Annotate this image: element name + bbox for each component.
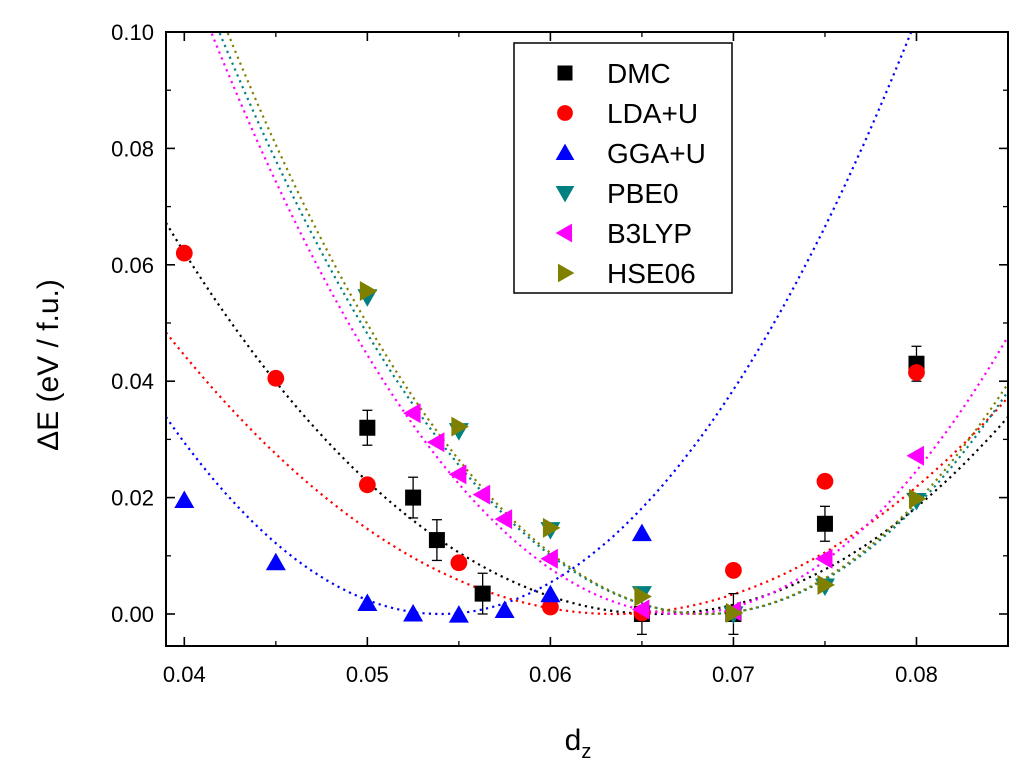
x-tick-label: 0.05	[346, 662, 389, 687]
legend-box	[513, 42, 733, 294]
lda-u-marker-0	[175, 244, 193, 262]
x-axis-title: dz	[565, 724, 592, 763]
legend-label-b3lyp: B3LYP	[607, 218, 692, 249]
b3lyp-marker-2	[448, 464, 467, 485]
lda-u-marker-2	[358, 476, 376, 494]
legend-lda-u-marker-0	[557, 105, 573, 121]
lda-u-marker-4	[541, 598, 559, 616]
legend-item-hse06: HSE06	[557, 258, 696, 289]
plot-frame	[165, 31, 1009, 647]
dmc-marker-1	[405, 489, 422, 506]
legend: DMC LDA+U GGA+U PBE0 B3LYP HSE06	[513, 42, 733, 294]
legend-item-dmc: DMC	[557, 58, 671, 89]
data-markers	[174, 244, 927, 624]
b3lyp-marker-3	[472, 484, 491, 505]
lda-u-marker-1	[267, 369, 285, 387]
x-tick-label: 0.04	[163, 662, 206, 687]
y-axis-title: ΔE (eV / f.u.)	[32, 279, 65, 451]
x-tick-label: 0.07	[712, 662, 755, 687]
b3lyp-marker-0	[403, 403, 421, 424]
gga-u-marker-3	[403, 603, 424, 622]
legend-label-hse06: HSE06	[607, 258, 696, 289]
legend-item-b3lyp: B3LYP	[555, 218, 692, 249]
hse06-marker-6	[908, 488, 927, 509]
legend-item-pbe0: PBE0	[555, 178, 679, 209]
gga-u-marker-2	[357, 593, 378, 612]
gga-u-marker-0	[174, 490, 195, 509]
hse06-marker-5	[817, 574, 835, 595]
lda-u-fit-curve	[166, 331, 1008, 616]
legend-dmc-marker-0	[557, 65, 573, 81]
gga-u-fit-curve	[166, 32, 913, 616]
dmc-fit-curve	[166, 222, 1008, 616]
b3lyp-marker-1	[426, 432, 445, 453]
gga-u-marker-7	[631, 523, 652, 542]
x-axis-title-subscript: z	[581, 741, 591, 763]
gga-u-marker-6	[540, 584, 561, 603]
dmc-marker-2	[428, 532, 445, 549]
y-tick-label: 0.00	[111, 602, 154, 627]
gga-u-marker-4	[448, 605, 469, 623]
lda-u-marker-8	[908, 364, 925, 381]
hse06-fit-curve	[226, 32, 1008, 616]
legend-gga-u-marker-0	[555, 143, 575, 161]
y-tick-label: 0.06	[111, 253, 154, 278]
fit-curves	[166, 32, 1008, 616]
gga-u-marker-1	[265, 552, 286, 571]
b3lyp-marker-4	[494, 509, 513, 530]
b3lyp-marker-6	[631, 599, 650, 620]
y-tick-label: 0.02	[111, 486, 154, 511]
b3lyp-fit-curve	[209, 32, 1008, 616]
lda-u-marker-7	[816, 472, 834, 490]
x-tick-label: 0.06	[529, 662, 572, 687]
legend-label-dmc: DMC	[607, 58, 671, 89]
axis-ticks	[166, 31, 1009, 646]
dmc-marker-3	[474, 585, 491, 602]
hse06-marker-4	[725, 602, 744, 623]
legend-item-gga-u: GGA+U	[555, 138, 706, 169]
hse06-marker-2	[542, 517, 561, 538]
b3lyp-marker-8	[814, 548, 833, 569]
tick-labels: 0.04 0.05 0.06 0.07 0.08 0.00 0.02 0.04 0.06 0.08…	[111, 20, 938, 687]
hse06-marker-1	[451, 416, 469, 437]
b3lyp-marker-5	[540, 548, 558, 569]
gga-u-marker-5	[494, 600, 515, 618]
y-tick-label: 0.08	[111, 136, 154, 161]
y-tick-label: 0.10	[111, 20, 154, 45]
dmc-marker-0	[359, 419, 376, 436]
x-tick-label: 0.08	[895, 662, 938, 687]
legend-label-pbe0: PBE0	[607, 178, 679, 209]
legend-pbe0-marker-0	[555, 185, 575, 203]
legend-label-lda-u: LDA+U	[607, 98, 698, 129]
y-tick-label: 0.04	[111, 369, 154, 394]
hse06-marker-0	[359, 280, 378, 301]
hse06-marker-3	[634, 586, 652, 607]
legend-label-gga-u: GGA+U	[607, 138, 706, 169]
lda-u-marker-3	[450, 554, 468, 572]
b3lyp-marker-9	[906, 445, 924, 466]
legend-hse06-marker-0	[557, 263, 575, 283]
dmc-marker-6	[816, 515, 833, 532]
legend-b3lyp-marker-0	[555, 223, 573, 243]
legend-item-lda-u: LDA+U	[557, 98, 698, 129]
lda-u-marker-6	[725, 561, 742, 579]
